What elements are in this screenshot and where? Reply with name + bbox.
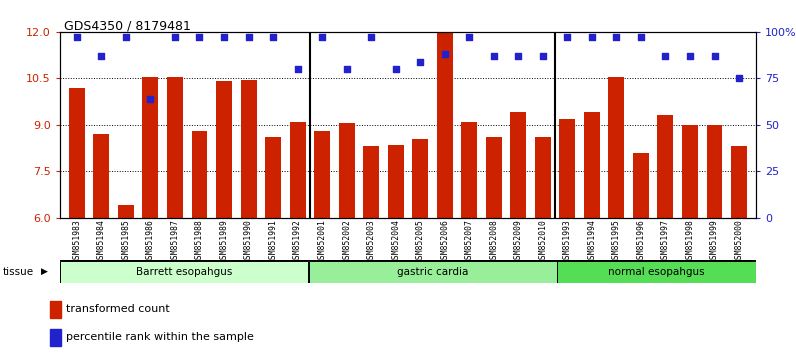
Bar — [682, 125, 698, 218]
Bar — [486, 137, 501, 218]
Point — [439, 51, 451, 57]
Bar — [50, 301, 60, 318]
Point — [659, 53, 672, 59]
Point — [193, 35, 206, 40]
Point — [586, 35, 599, 40]
FancyBboxPatch shape — [60, 261, 308, 283]
Point — [365, 35, 377, 40]
Point — [732, 75, 745, 81]
Point — [684, 53, 696, 59]
Text: gastric cardia: gastric cardia — [397, 267, 469, 277]
Point — [217, 35, 230, 40]
Bar — [510, 113, 526, 218]
Text: transformed count: transformed count — [66, 304, 170, 314]
Bar — [69, 88, 85, 218]
Point — [340, 66, 353, 72]
Bar — [265, 137, 281, 218]
Bar — [462, 122, 478, 218]
Bar — [633, 153, 649, 218]
Bar — [388, 145, 404, 218]
Point — [463, 35, 476, 40]
Point — [634, 35, 647, 40]
Text: normal esopahgus: normal esopahgus — [608, 267, 705, 277]
Text: ▶: ▶ — [41, 267, 48, 276]
Point — [144, 96, 157, 102]
Bar — [118, 205, 134, 218]
Text: tissue: tissue — [3, 267, 34, 277]
Bar — [167, 77, 183, 218]
Bar — [142, 77, 158, 218]
Bar — [338, 123, 354, 218]
Bar — [50, 329, 60, 346]
Point — [512, 53, 525, 59]
Bar — [584, 113, 600, 218]
Point — [389, 66, 402, 72]
Point — [291, 66, 304, 72]
Bar — [412, 139, 428, 218]
Point — [71, 35, 84, 40]
Bar — [535, 137, 551, 218]
Bar — [192, 131, 208, 218]
Text: percentile rank within the sample: percentile rank within the sample — [66, 332, 254, 342]
Point — [414, 59, 427, 64]
Bar — [437, 32, 453, 218]
Point — [267, 35, 279, 40]
FancyBboxPatch shape — [557, 261, 756, 283]
Bar — [657, 115, 673, 218]
Bar — [314, 131, 330, 218]
Point — [610, 35, 622, 40]
Bar — [608, 77, 624, 218]
Bar — [363, 147, 379, 218]
Bar — [707, 125, 723, 218]
Point — [95, 53, 107, 59]
Bar — [731, 147, 747, 218]
Bar — [560, 119, 576, 218]
Point — [119, 35, 132, 40]
Point — [242, 35, 255, 40]
Point — [487, 53, 500, 59]
FancyBboxPatch shape — [309, 261, 557, 283]
Point — [708, 53, 721, 59]
Point — [169, 35, 181, 40]
Bar — [216, 81, 232, 218]
Point — [316, 35, 329, 40]
Bar — [93, 134, 109, 218]
Text: Barrett esopahgus: Barrett esopahgus — [136, 267, 232, 277]
Point — [537, 53, 549, 59]
Bar — [240, 80, 256, 218]
Point — [561, 35, 574, 40]
Bar — [290, 122, 306, 218]
Text: GDS4350 / 8179481: GDS4350 / 8179481 — [64, 19, 190, 33]
